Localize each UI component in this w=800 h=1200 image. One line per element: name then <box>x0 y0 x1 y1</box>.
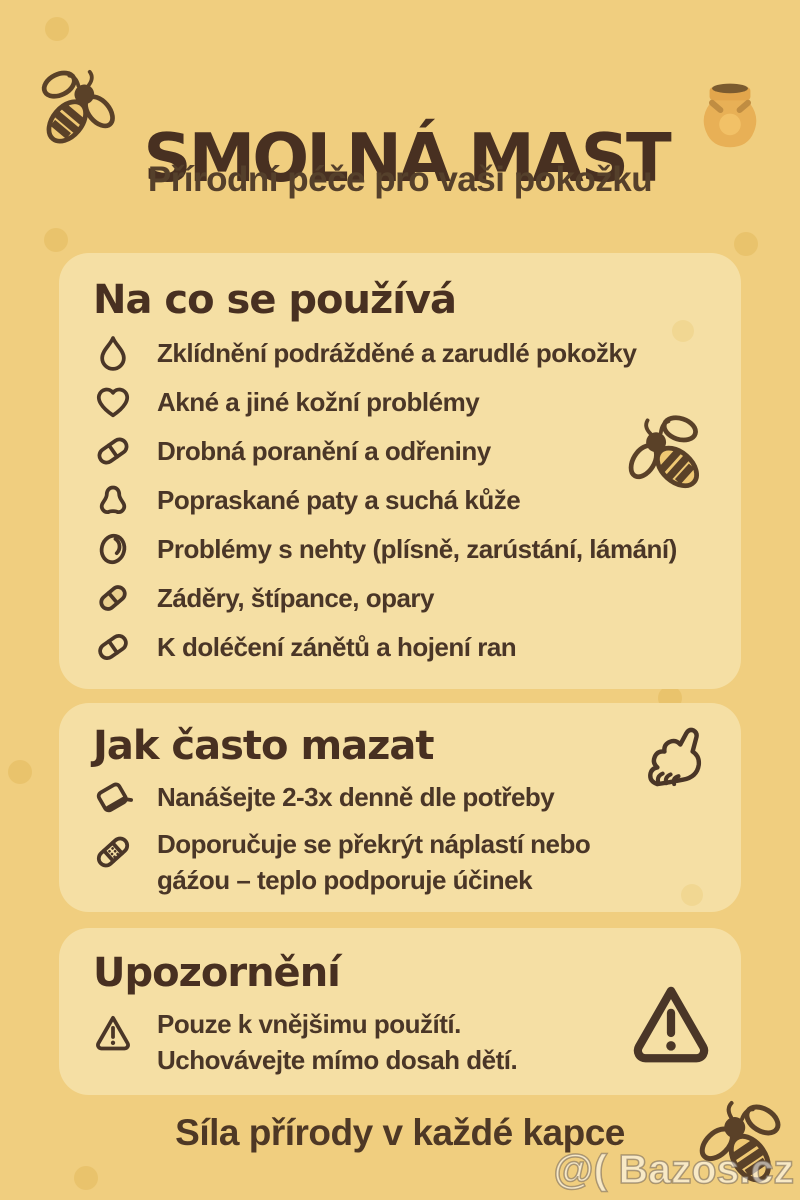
honey-dot <box>734 232 758 256</box>
capsule-icon <box>93 578 133 618</box>
list-item: Popraskané paty a suchá kůže <box>93 480 707 520</box>
honey-dot <box>44 228 68 252</box>
list-item-text: Nanášejte 2-3x denně dle potřeby <box>157 781 555 812</box>
section-heading: Jak často mazat <box>93 723 435 769</box>
page-subtitle: Přírodní péče pro vaši pokožku <box>147 160 653 199</box>
honey-dot <box>681 884 703 906</box>
honey-pot-icon <box>703 83 757 148</box>
section-frequency: Jak často mazat Nanášejte 2-3x denně dle… <box>59 703 741 912</box>
list-item-text: Záděry, štípance, opary <box>157 582 435 613</box>
list-item: Drobná poranění a odřeniny <box>93 431 707 471</box>
capsule-icon <box>93 627 133 667</box>
list-item-text: Zklídnění podrážděné a zarudlé pokožky <box>157 337 637 368</box>
list-item-text: Problémy s nehty (plísně, zarústání, lám… <box>157 533 677 564</box>
list-item-text: Akné a jiné kožní problémy <box>157 386 480 417</box>
footer-tagline: Síla přírody v každé kapce <box>175 1112 625 1153</box>
list-item: Problémy s nehty (plísně, zarústání, lám… <box>93 529 707 569</box>
heart-icon <box>93 382 133 422</box>
list-item: K doléčení zánětů a hojení ran <box>93 627 707 667</box>
list-item-text: Popraskané paty a suchá kůže <box>157 484 521 515</box>
list-item: Zklídnění podrážděné a zarudlé pokožky <box>93 333 707 373</box>
wipe-icon <box>93 777 133 817</box>
list-item-line: Pouze k vnějšimu použítí. <box>157 1009 461 1039</box>
list-item: Doporučuje se překrýt náplastí nebo gáźo… <box>93 826 707 898</box>
list-item-line: Uchovávejte mímo dosah dětí. <box>157 1045 518 1075</box>
section-heading: Upozornění <box>93 950 341 996</box>
list-item: Akné a jiné kožní problémy <box>93 382 707 422</box>
bee-icon <box>620 408 715 503</box>
list-item: Pouze k vnějšimu použítí. Uchovávejte mí… <box>93 1006 707 1078</box>
watermark: @( Bazos.cz <box>553 1145 795 1193</box>
capsule-icon <box>93 431 133 471</box>
list-item: Záděry, štípance, opary <box>93 578 707 618</box>
section-warning: Upozornění Pouze k vnějšimu použítí. Uch… <box>59 928 741 1095</box>
list-item-line: Doporučuje se překrýt náplastí nebo <box>157 829 591 859</box>
honey-dot <box>672 320 694 342</box>
bandage-icon <box>93 832 133 872</box>
hand-icon <box>648 727 702 787</box>
list-item-text: Pouze k vnějšimu použítí. Uchovávejte mí… <box>157 1006 518 1078</box>
list-item: Nanášejte 2-3x denně dle potřeby <box>93 777 707 817</box>
section-uses: Na co se používá Zklídnění podrážděné a … <box>59 253 741 689</box>
list-item-text: K doléčení zánětů a hojení ran <box>157 631 517 662</box>
page-title: SMOLNÁ MAST <box>143 118 671 197</box>
honey-dot <box>45 17 69 41</box>
droplet-icon <box>93 333 133 373</box>
list-item-text: Doporučuje se překrýt náplastí nebo gáźo… <box>157 826 591 898</box>
nail-icon <box>93 529 133 569</box>
warning-triangle-icon <box>627 978 715 1066</box>
nose-icon <box>93 480 133 520</box>
list-item-line: gáźou – teplo podporuje účinek <box>157 865 533 895</box>
list-item-text: Drobná poranění a odřeniny <box>157 435 491 466</box>
honey-dot <box>8 760 32 784</box>
section-heading: Na co se používá <box>93 277 457 323</box>
honey-dot <box>74 1166 98 1190</box>
warning-triangle-icon <box>93 1012 133 1052</box>
